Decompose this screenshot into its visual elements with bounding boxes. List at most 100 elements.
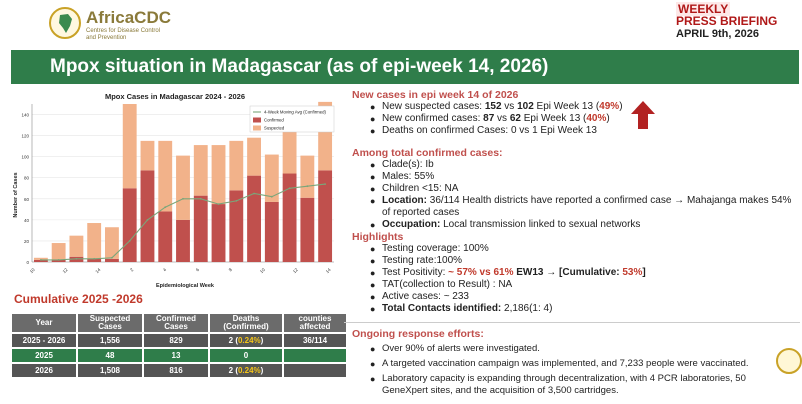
bar-confirmed: [300, 197, 315, 262]
y-tick-label: 40: [24, 218, 30, 223]
table-row: 2025 - 2026 1,556 829 2 (0.24%) 36/114: [12, 334, 346, 347]
moving-avg-point: [199, 197, 202, 200]
moving-avg-point: [182, 197, 184, 200]
bar-confirmed: [33, 259, 48, 262]
bar-suspected: [211, 145, 226, 205]
testing-rate: ● Testing rate:100%: [370, 255, 463, 266]
col-header: Suspected Cases: [78, 314, 142, 332]
y-tick-label: 0: [26, 260, 29, 265]
y-tick-label: 120: [21, 134, 29, 139]
x-tick-label: 8: [228, 267, 234, 273]
chart-x-axis-label: Epidemiological Week: [156, 283, 215, 289]
y-tick-label: 100: [21, 155, 29, 160]
weekly-label: WEEKLY: [676, 2, 731, 16]
ongoing-item: ● A targeted vaccination campaign was imp…: [370, 358, 749, 369]
cell-counties: 36/114: [284, 334, 346, 347]
bar-suspected: [122, 104, 137, 189]
testing-coverage: ● Testing coverage: 100%: [370, 243, 489, 254]
bar-suspected: [33, 257, 48, 260]
bar-suspected: [105, 227, 119, 259]
y-tick-label: 20: [24, 239, 30, 244]
active-cases: ● Active cases: ~ 233: [370, 291, 469, 302]
bar-confirmed: [51, 259, 66, 262]
bar-suspected: [300, 155, 315, 198]
moving-avg-point: [146, 219, 149, 221]
total-confirmed-heading: Among total confirmed cases:: [352, 147, 503, 159]
bar-confirmed: [229, 190, 244, 262]
bar-suspected: [264, 154, 279, 202]
table-row: 2025 48 13 0: [12, 349, 346, 362]
bar-confirmed: [211, 204, 226, 262]
moving-avg-point: [164, 206, 167, 209]
chart-title: Mpox Cases in Madagascar 2024 - 2026: [105, 92, 245, 101]
bar-suspected: [158, 140, 173, 212]
col-header: Year: [12, 314, 76, 332]
occupation-info: ● Occupation: Local transmission linked t…: [370, 219, 641, 230]
legend-swatch: [253, 117, 261, 123]
cell-year: 2026: [12, 364, 76, 377]
bar-confirmed: [122, 188, 137, 262]
cell-suspected: 48: [78, 349, 142, 362]
title-banner: [11, 50, 799, 84]
legend-box: [249, 105, 335, 133]
moving-avg-point: [253, 192, 256, 195]
moving-avg-point: [324, 183, 326, 185]
bar-suspected: [69, 235, 84, 257]
bar-confirmed: [247, 175, 261, 262]
legend-label: 4-Week Moving Avg (Confirmed): [264, 110, 327, 115]
new-suspected-cases: ● New suspected cases: 152 vs 102 Epi Wee…: [370, 101, 623, 112]
bar-confirmed: [176, 219, 190, 262]
col-header: Deaths (Confirmed): [210, 314, 282, 332]
x-tick-label: 2: [129, 267, 135, 273]
new-cases-heading: New cases in epi week 14 of 2026: [352, 89, 519, 101]
press-briefing-label: PRESS BRIEFING: [676, 14, 778, 28]
mpox-cases-chart: Mpox Cases in Madagascar 2024 - 2026 Num…: [10, 90, 340, 290]
chart-y-axis-label: Number of Cases: [13, 172, 19, 217]
col-header: Confirmed Cases: [144, 314, 208, 332]
cumulative-heading: Cumulative 2025 -2026: [14, 292, 143, 306]
x-tick-label: 12: [62, 267, 69, 274]
bar-suspected: [193, 145, 208, 196]
legend-label: Suspected: [264, 126, 285, 131]
y-tick-label: 140: [21, 113, 29, 118]
test-positivity: ● Test Positivity: ~ 57% vs 61% EW13 → [C…: [370, 267, 646, 278]
africa-cdc-emblem-icon: [49, 7, 81, 39]
x-tick-label: 14: [94, 267, 101, 274]
cell-suspected: 1,556: [78, 334, 142, 347]
clade-info: ● Clade(s): Ib: [370, 159, 434, 170]
seal-icon: [776, 348, 802, 374]
moving-avg-point: [128, 240, 131, 242]
cell-counties: [284, 364, 346, 377]
briefing-date: APRIL 9th, 2026: [676, 28, 759, 40]
org-name: AfricaCDC: [86, 8, 172, 27]
cell-confirmed: 13: [144, 349, 208, 362]
bar-confirmed: [105, 258, 119, 262]
males-info: ● Males: 55%: [370, 171, 435, 182]
location-info: ● Location: 36/114 Health districts have …: [370, 195, 792, 206]
chart-canvas: Mpox Cases in Madagascar 2024 - 2026 Num…: [13, 92, 335, 289]
ongoing-response-panel: [344, 322, 800, 404]
new-deaths: ● Deaths on confirmed Cases: 0 vs 1 Epi W…: [370, 125, 597, 136]
cell-year: 2025 - 2026: [12, 334, 76, 347]
table-header-row: Year Suspected Cases Confirmed Cases Dea…: [12, 314, 346, 332]
ongoing-item: ● Over 90% of alerts were investigated.: [370, 343, 540, 354]
bar-suspected: [140, 140, 155, 171]
legend-swatch: [253, 125, 261, 131]
table-row: 2026 1,508 816 2 (0.24%): [12, 364, 346, 377]
bar-suspected: [247, 137, 261, 176]
col-header: counties affected: [284, 314, 346, 332]
location-info-cont: of reported cases: [382, 207, 460, 218]
bar-suspected: [176, 155, 190, 220]
moving-avg-point: [111, 256, 113, 259]
total-contacts: ● Total Contacts identified: 2,186(1: 4): [370, 303, 553, 314]
cell-deaths: 2 (0.24%): [210, 334, 282, 347]
bar-confirmed: [193, 195, 208, 262]
cumulative-table: Year Suspected Cases Confirmed Cases Dea…: [10, 312, 348, 379]
cell-year: 2025: [12, 349, 76, 362]
bar-confirmed: [282, 173, 297, 262]
cell-counties: [284, 349, 346, 362]
x-tick-label: 10: [259, 267, 266, 274]
bar-suspected: [51, 243, 66, 260]
y-tick-label: 80: [24, 176, 30, 181]
moving-avg-point: [288, 187, 291, 190]
